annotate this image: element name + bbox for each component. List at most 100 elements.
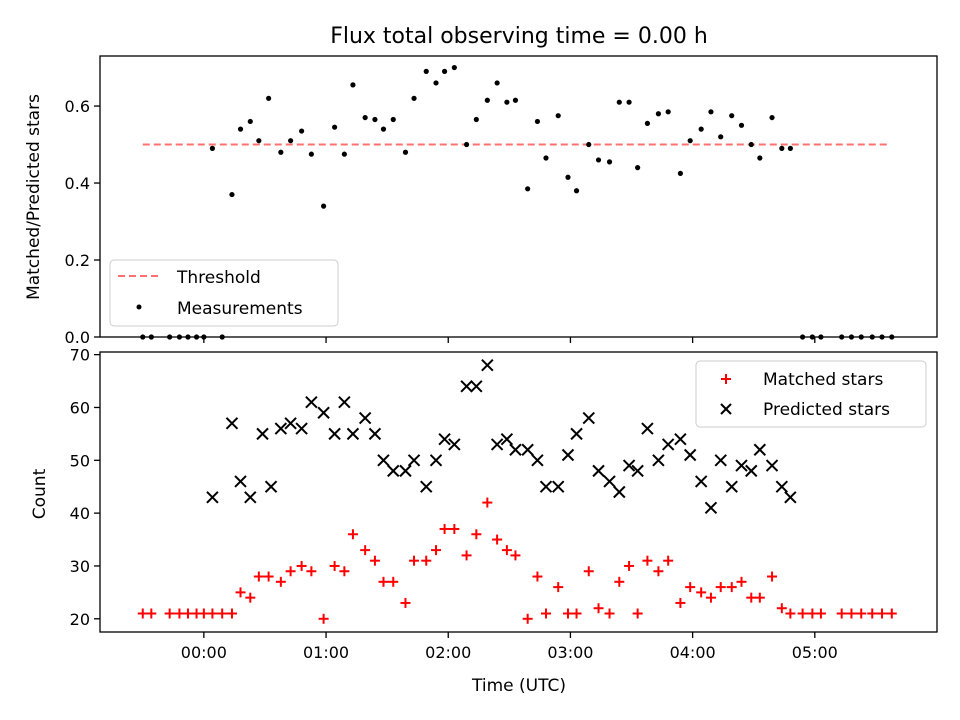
matched-point: [409, 555, 420, 566]
matched-point: [846, 608, 857, 619]
measurement-point: [586, 141, 592, 148]
predicted-point: [582, 411, 595, 425]
matched-point: [522, 613, 533, 624]
measurement-point: [332, 124, 338, 130]
measurement-point: [687, 138, 693, 144]
legend-matched-label: Matched stars: [763, 370, 883, 390]
predicted-point: [652, 454, 665, 467]
measurement-point: [229, 191, 235, 198]
matched-point: [867, 608, 878, 619]
matched-point: [146, 608, 157, 619]
matched-point: [245, 592, 256, 603]
measurement-point: [504, 99, 510, 105]
x-axis-label: Time (UTC): [471, 676, 566, 696]
x-tick-label: 03:00: [547, 643, 593, 662]
top-legend-frame: [109, 259, 339, 327]
predicted-point: [765, 459, 779, 472]
bottom-panel: 20 30 40 50 60 70 00:00 01:00 02:00 03:00 04:00 05:…: [70, 346, 938, 662]
legend-matched-marker: [721, 374, 731, 384]
measurement-point: [288, 138, 294, 144]
matched-point: [807, 608, 818, 619]
matched-point: [449, 523, 460, 534]
matched-point: [182, 608, 193, 619]
predicted-point: [328, 427, 341, 441]
predicted-point: [694, 475, 708, 488]
matched-point: [614, 576, 625, 587]
measurement-point: [423, 68, 429, 74]
matched-point: [754, 592, 765, 603]
matched-point: [540, 608, 551, 619]
matched-point: [886, 608, 897, 619]
matched-point: [471, 529, 482, 540]
matched-point: [696, 587, 707, 598]
predicted-point: [603, 475, 616, 488]
measurement-point: [748, 141, 754, 148]
matched-point: [431, 545, 442, 556]
measurement-point: [677, 170, 684, 177]
matched-point: [369, 555, 380, 566]
measurement-point: [441, 68, 448, 74]
predicted-point: [570, 427, 583, 441]
matched-point: [593, 603, 604, 614]
measurement-point: [543, 155, 549, 161]
measurement-point: [665, 109, 671, 115]
measurement-point: [769, 114, 775, 121]
predicted-point: [490, 438, 504, 451]
predicted-point: [509, 443, 522, 456]
matched-point: [785, 608, 796, 619]
matched-point: [632, 608, 643, 619]
measurement-point: [738, 122, 745, 128]
measurement-point: [411, 95, 417, 101]
measurement-point: [308, 151, 314, 157]
predicted-point: [745, 464, 758, 478]
measurement-point: [341, 151, 347, 157]
matched-point: [877, 608, 888, 619]
measurement-point: [708, 109, 714, 115]
top-axes-frame: [99, 55, 938, 338]
top-legend: Threshold Measurements: [109, 259, 339, 327]
predicted-point: [387, 464, 400, 478]
matched-point: [421, 555, 432, 566]
bottom-y-tick-label: 60: [70, 398, 90, 417]
x-tick-label: 05:00: [792, 643, 838, 662]
x-tick-label: 00:00: [181, 643, 227, 662]
bottom-y-tick-label: 50: [70, 451, 90, 470]
predicted-point: [420, 480, 433, 493]
predicted-point: [552, 480, 565, 493]
measurement-point: [266, 95, 272, 101]
measurement-point: [463, 141, 470, 148]
predicted-point: [714, 454, 727, 467]
predicted-point: [613, 485, 626, 499]
predicted-point: [429, 454, 443, 467]
matched-point: [482, 497, 493, 508]
predicted-point: [358, 411, 372, 425]
legend-predicted-label: Predicted stars: [763, 400, 890, 420]
matched-point: [675, 597, 686, 608]
matched-point: [746, 592, 757, 603]
measurement-point: [209, 145, 216, 151]
predicted-point: [407, 454, 421, 467]
predicted-point: [234, 475, 247, 488]
measurement-point: [237, 126, 244, 132]
matched-point: [207, 608, 218, 619]
matched-point: [306, 566, 317, 577]
top-y-tick-label: 0.6: [65, 97, 90, 116]
predicted-point: [295, 422, 308, 435]
matched-point: [329, 560, 340, 571]
predicted-point: [631, 464, 644, 478]
predicted-point: [661, 438, 675, 451]
measurement-point: [512, 97, 519, 103]
matched-point: [378, 576, 389, 587]
predicted-point: [725, 480, 738, 493]
legend-measurements-marker: [136, 304, 142, 310]
matched-point: [439, 523, 450, 534]
measurement-point: [321, 203, 327, 209]
measurement-point: [362, 114, 368, 121]
measurement-point: [729, 113, 735, 119]
matched-point: [235, 587, 246, 598]
measurement-point: [718, 134, 724, 140]
measurement-point: [402, 149, 409, 155]
predicted-point: [206, 491, 219, 504]
matched-point: [562, 608, 573, 619]
matched-point: [767, 571, 778, 582]
